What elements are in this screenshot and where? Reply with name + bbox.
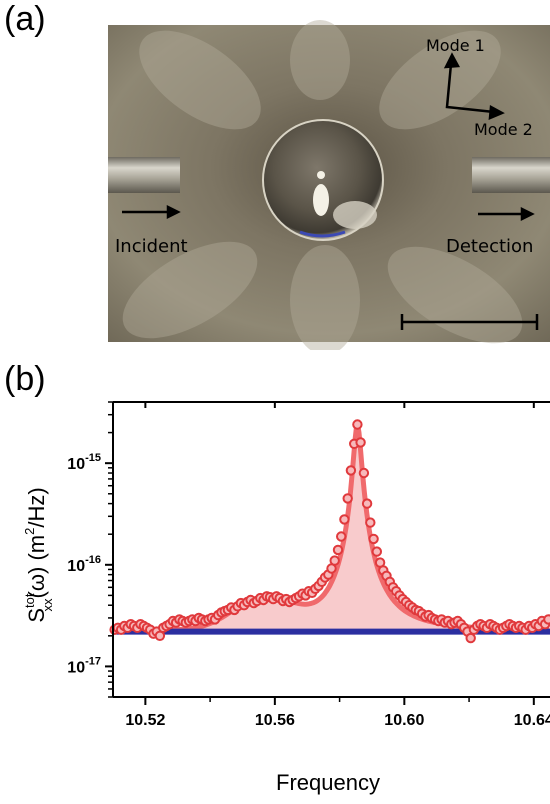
data-point — [365, 517, 376, 528]
data-point — [336, 531, 347, 542]
mode1-label: Mode 1 — [426, 36, 485, 55]
output-fiber — [472, 157, 550, 193]
x-tick-label: 10.60 — [384, 712, 424, 729]
data-point — [342, 493, 353, 504]
data-point — [358, 467, 370, 479]
sphere-highlight — [317, 171, 325, 179]
sphere-reflection — [313, 184, 329, 216]
plot-area — [109, 419, 550, 644]
data-point — [345, 465, 357, 476]
mode-axes — [445, 63, 495, 114]
panel-b-label: (b) — [4, 360, 46, 398]
data-point — [371, 546, 382, 557]
sphere-glow — [333, 201, 377, 229]
microscope-photo: Mode 1 Mode 2 Incident Detection — [108, 20, 550, 350]
chart-axes — [112, 401, 550, 698]
x-tick-label: 10.64 — [514, 712, 550, 729]
y-axis-label: Stot xx(ω) (m2/Hz) — [22, 487, 55, 622]
ylabel-s: S — [24, 608, 49, 623]
x-tick-label: 10.56 — [255, 712, 295, 729]
sphere-blue-edge — [299, 230, 346, 238]
mode2-arrow-head — [488, 104, 505, 120]
incident-label: Incident — [115, 236, 188, 257]
chart-ticks: 10.52 10.56 10.60 10.64 10-15 10-16 10-17 — [67, 401, 550, 729]
ylabel-sub: xx — [40, 598, 55, 612]
ylabel-rest: (ω) (m — [24, 535, 49, 599]
detection-label: Detection — [446, 236, 533, 257]
panel-a-label: (a) — [4, 0, 46, 38]
incident-arrow-head — [166, 204, 181, 220]
ylabel-sup: tot — [22, 593, 37, 608]
x-axis-label: Frequency — [276, 770, 380, 795]
scale-bar — [400, 314, 539, 330]
y-tick-label: 10-15 — [67, 452, 101, 473]
detection-arrow-head — [520, 206, 535, 222]
data-point — [352, 419, 363, 430]
ylabel-end: /Hz) — [24, 487, 49, 527]
mode2-label: Mode 2 — [474, 120, 533, 139]
data-point — [332, 544, 344, 556]
input-fiber — [108, 157, 180, 193]
x-tick-label: 10.52 — [125, 712, 165, 729]
fit-area — [113, 424, 550, 632]
data-point — [465, 632, 476, 644]
photo-texture — [122, 20, 523, 350]
y-tick-label: 10-16 — [67, 554, 101, 575]
data-point — [355, 437, 366, 448]
y-tick-label: 10-17 — [67, 655, 101, 676]
mode1-arrow-head — [443, 52, 461, 69]
data-point — [368, 533, 379, 545]
data-point — [361, 498, 373, 509]
data-point — [339, 514, 350, 525]
ylabel-sup2: 2 — [22, 528, 37, 535]
data-point — [543, 614, 550, 625]
data-point — [329, 555, 340, 566]
